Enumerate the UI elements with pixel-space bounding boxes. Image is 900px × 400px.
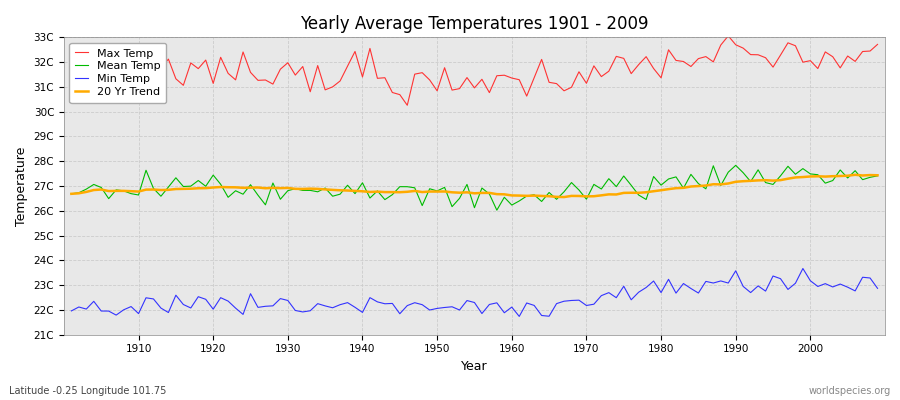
Max Temp [723, 34, 734, 38]
Mean Temp [730, 163, 741, 168]
20 Yr Trend [559, 195, 570, 200]
Max Temp [872, 42, 883, 47]
Mean Temp [66, 192, 77, 196]
20 Yr Trend [507, 193, 517, 198]
Min Temp [603, 290, 614, 295]
20 Yr Trend [603, 192, 614, 197]
20 Yr Trend [126, 189, 137, 194]
Mean Temp [335, 192, 346, 196]
20 Yr Trend [499, 192, 509, 197]
20 Yr Trend [872, 173, 883, 178]
Mean Temp [491, 208, 502, 212]
Min Temp [335, 302, 346, 307]
Line: Min Temp: Min Temp [71, 268, 878, 316]
Mean Temp [507, 203, 517, 208]
Mean Temp [603, 176, 614, 181]
Mean Temp [290, 186, 301, 191]
Min Temp [499, 310, 509, 315]
20 Yr Trend [290, 186, 301, 191]
Max Temp [335, 78, 346, 83]
Mean Temp [872, 174, 883, 178]
Mean Temp [126, 191, 137, 196]
20 Yr Trend [66, 192, 77, 196]
Min Temp [507, 305, 517, 310]
Legend: Max Temp, Mean Temp, Min Temp, 20 Yr Trend: Max Temp, Mean Temp, Min Temp, 20 Yr Tre… [69, 43, 166, 103]
20 Yr Trend [850, 172, 860, 177]
Max Temp [507, 76, 517, 80]
Y-axis label: Temperature: Temperature [15, 146, 28, 226]
Max Temp [402, 103, 413, 108]
Title: Yearly Average Temperatures 1901 - 2009: Yearly Average Temperatures 1901 - 2009 [301, 15, 649, 33]
Text: Latitude -0.25 Longitude 101.75: Latitude -0.25 Longitude 101.75 [9, 386, 166, 396]
20 Yr Trend [335, 188, 346, 193]
Min Temp [290, 308, 301, 313]
Max Temp [603, 69, 614, 74]
Min Temp [514, 314, 525, 319]
X-axis label: Year: Year [461, 360, 488, 373]
Min Temp [126, 304, 137, 309]
Max Temp [290, 73, 301, 78]
Min Temp [797, 266, 808, 271]
Min Temp [66, 308, 77, 313]
Max Temp [66, 60, 77, 64]
Line: 20 Yr Trend: 20 Yr Trend [71, 175, 878, 197]
Max Temp [514, 77, 525, 82]
Line: Max Temp: Max Temp [71, 36, 878, 105]
Mean Temp [514, 198, 525, 203]
Max Temp [126, 57, 137, 62]
Text: worldspecies.org: worldspecies.org [809, 386, 891, 396]
Min Temp [872, 286, 883, 291]
Line: Mean Temp: Mean Temp [71, 165, 878, 210]
